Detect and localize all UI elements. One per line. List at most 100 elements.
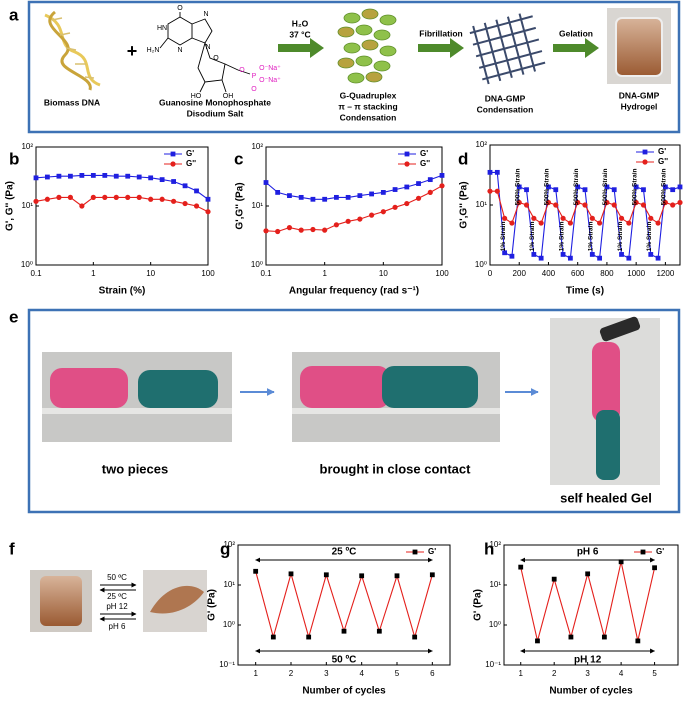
point: [56, 194, 62, 200]
atoms: O N HN H₂N N N O HO OH O P O⁻Na⁺ O⁻Na⁺ O: [147, 5, 282, 100]
x-tick-label: 2: [289, 669, 294, 678]
plot-frame: [237, 544, 451, 666]
panel-label: d: [458, 149, 468, 168]
point: [298, 194, 304, 200]
legend-marker: [642, 159, 648, 165]
legend-label: G': [420, 149, 428, 158]
scheme-label: π – π stacking: [338, 101, 397, 111]
gmp-structure: [159, 12, 251, 93]
point: [359, 573, 365, 579]
point: [357, 216, 363, 222]
point: [394, 573, 400, 579]
point: [193, 203, 200, 209]
x-tick-label: 1: [253, 669, 258, 678]
legend-label: G': [428, 547, 436, 556]
point: [597, 255, 603, 261]
point: [67, 173, 73, 179]
point: [648, 215, 654, 221]
self-healing-panel: two pieces brought in close contact self…: [27, 308, 681, 514]
x-tick-label: 400: [542, 269, 556, 278]
scheme-label: Biomass DNA: [44, 97, 100, 107]
point: [182, 183, 188, 189]
x-tick-label: 0: [488, 269, 493, 278]
point: [404, 200, 410, 207]
point: [205, 209, 211, 215]
annotation: pH 6: [577, 547, 599, 558]
series-line: [265, 185, 443, 233]
y-tick-label: 10⁰: [475, 260, 487, 269]
x-tick-label: 4: [619, 669, 624, 678]
y-tick-label: 10²: [223, 540, 235, 549]
point: [357, 193, 363, 199]
legend-marker: [404, 161, 410, 167]
point: [640, 202, 647, 208]
scheme-label: DNA-GMP: [485, 93, 526, 103]
point: [322, 227, 328, 233]
point: [113, 173, 119, 179]
panel-label: g: [220, 539, 230, 558]
point: [412, 634, 418, 640]
panel-label: e: [9, 307, 18, 326]
point: [633, 199, 639, 206]
annotation: pH 12: [574, 655, 602, 666]
point: [655, 255, 661, 261]
y-tick-label: 10¹: [223, 580, 235, 589]
y-tick-label: 10⁰: [223, 620, 235, 629]
x-tick-label: 100: [201, 269, 215, 278]
quadruplex: [337, 8, 397, 84]
gel-piece: [592, 342, 620, 422]
point: [270, 634, 276, 640]
point: [494, 169, 500, 175]
y-axis-label: G' (Pa): [473, 589, 484, 621]
step-label: Gelation: [559, 28, 593, 38]
point: [275, 190, 281, 195]
scheme-label: Guanosine Monophosphate: [159, 97, 271, 107]
point: [633, 184, 639, 190]
point: [568, 634, 574, 640]
series-line: [35, 174, 209, 200]
point: [597, 220, 603, 226]
point: [310, 196, 316, 202]
panel-frame: [27, 0, 681, 134]
panel-label: a: [9, 5, 19, 24]
point: [439, 183, 445, 189]
point: [33, 175, 39, 181]
point: [589, 252, 595, 257]
point: [136, 174, 142, 180]
y-tick-label: 10⁰: [21, 260, 33, 269]
plot-frame: [503, 544, 679, 666]
point: [90, 173, 96, 178]
gel-vial: [40, 576, 82, 626]
caption: brought in close contact: [320, 461, 472, 476]
point: [148, 175, 154, 181]
point: [662, 199, 668, 206]
x-tick-label: 100: [435, 269, 449, 278]
point: [322, 196, 328, 202]
point: [334, 194, 339, 200]
annotation: 500% Strain: [573, 168, 580, 205]
annotation: 1% Strain: [500, 222, 507, 252]
point: [182, 200, 188, 207]
point: [90, 194, 96, 200]
atom: P: [252, 73, 257, 80]
point: [635, 638, 641, 644]
point: [136, 194, 142, 200]
point: [275, 228, 281, 235]
scheme-label: Condensation: [477, 104, 534, 114]
point: [611, 187, 617, 193]
y-tick-label: 10⁰: [251, 260, 263, 269]
photo-detail: [292, 408, 500, 414]
legend-label: G'': [420, 159, 430, 168]
scheme-label: DNA-GMP: [619, 90, 660, 100]
point: [509, 253, 515, 259]
scheme-label: Condensation: [340, 112, 397, 122]
point: [626, 255, 632, 261]
point: [518, 564, 524, 570]
point: [79, 173, 85, 178]
x-axis-label: Strain (%): [99, 286, 146, 297]
point: [288, 571, 294, 577]
point: [171, 179, 177, 184]
point: [263, 228, 269, 234]
point: [535, 638, 540, 644]
panel-label: f: [9, 539, 15, 558]
